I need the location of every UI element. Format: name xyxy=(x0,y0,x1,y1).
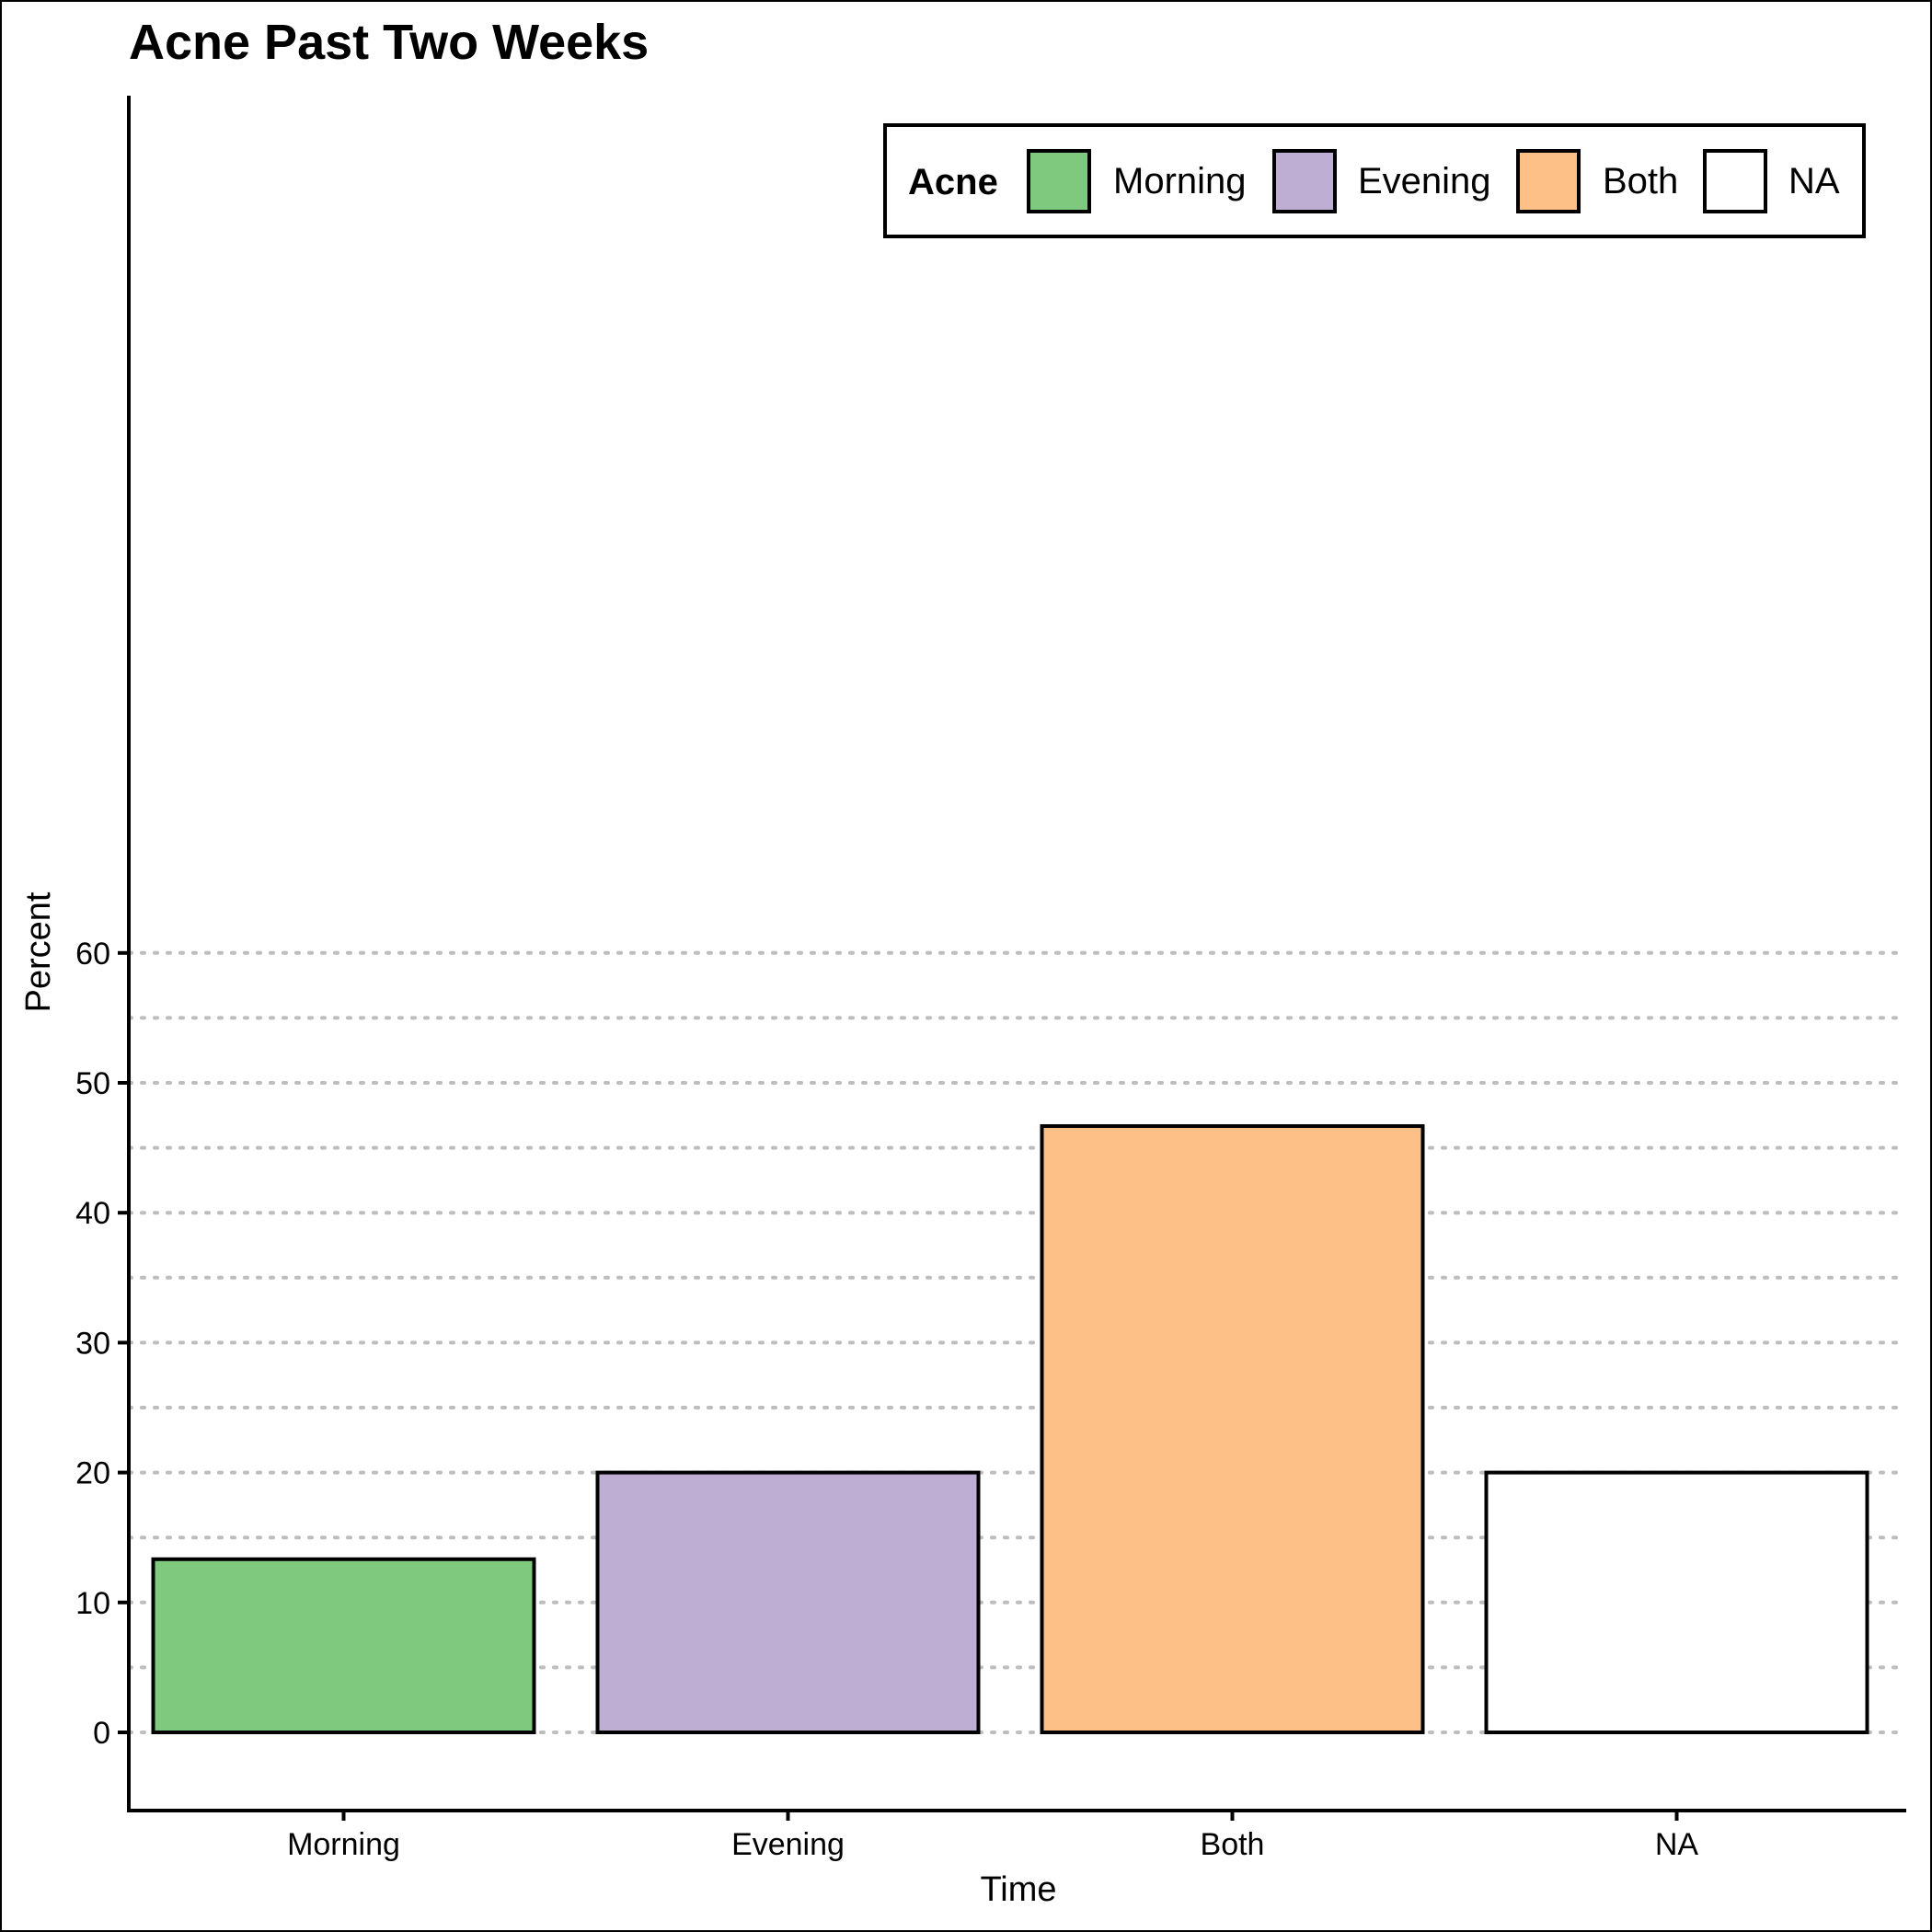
y-tick-label: 10 xyxy=(75,1586,110,1621)
legend-label-na: NA xyxy=(1788,161,1840,201)
y-tick-label: 40 xyxy=(75,1196,110,1231)
y-tick-label: 20 xyxy=(75,1456,110,1491)
bar-evening xyxy=(595,1470,981,1734)
legend-key-both xyxy=(1516,149,1581,213)
y-tick-label: 0 xyxy=(93,1716,110,1751)
legend-title: Acne xyxy=(908,162,998,202)
x-tick-label: Evening xyxy=(731,1827,845,1862)
x-tick-label: Both xyxy=(1201,1827,1265,1862)
bar-both xyxy=(1040,1124,1425,1735)
x-axis-label: Time xyxy=(980,1870,1056,1909)
x-tick-label: NA xyxy=(1655,1827,1699,1862)
legend-key-evening xyxy=(1272,149,1337,213)
y-tick-label: 30 xyxy=(75,1326,110,1361)
legend-label-both: Both xyxy=(1603,161,1678,201)
y-tick-label: 60 xyxy=(75,937,110,972)
legend-label-morning: Morning xyxy=(1113,161,1247,201)
x-tick-label: Morning xyxy=(287,1827,400,1862)
bars xyxy=(151,1124,1869,1735)
y-tick-label: 50 xyxy=(75,1066,110,1101)
y-axis-label: Percent xyxy=(19,891,58,1012)
bar-morning xyxy=(151,1557,536,1734)
legend: Acne Morning Evening Both NA xyxy=(883,123,1866,238)
legend-label-evening: Evening xyxy=(1358,161,1491,201)
bar-na xyxy=(1484,1470,1869,1734)
legend-key-morning xyxy=(1027,149,1091,213)
legend-key-na xyxy=(1703,149,1767,213)
axes: Morning Evening Both NA 0 10 20 30 40 50 60 xyxy=(75,96,1906,1862)
chart-title: Acne Past Two Weeks xyxy=(129,15,649,70)
